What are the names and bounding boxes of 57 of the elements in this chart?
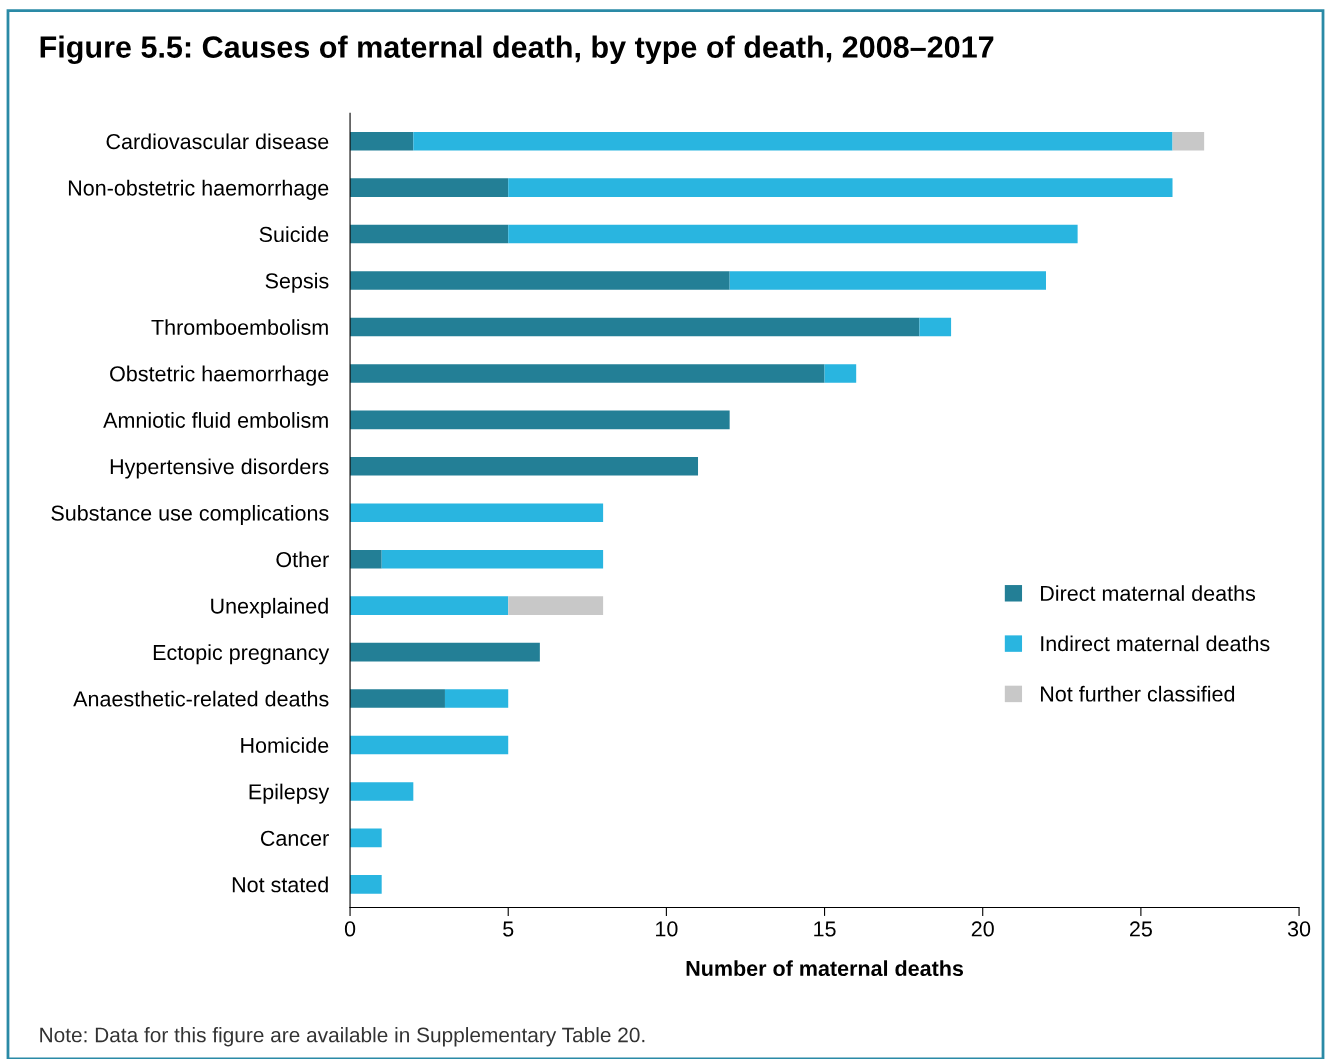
y-tick-label: Thromboembolism	[151, 319, 328, 335]
y-tick-label: Ectopic pregnancy	[153, 644, 330, 665]
bar	[350, 596, 509, 615]
bar	[350, 875, 382, 894]
bar	[350, 317, 920, 337]
y-tick-label: Unexplained	[211, 597, 328, 618]
chart-title: Figure 5.5: Causes of maternal death, by type of death, 2008–2017	[40, 35, 994, 65]
bar	[350, 271, 730, 290]
y-tick-label: Other	[276, 551, 329, 568]
x-tick-label: 25	[1130, 921, 1152, 937]
x-tick-label: 10	[656, 921, 678, 937]
bar	[919, 317, 952, 337]
bar	[350, 642, 540, 662]
bar	[413, 131, 1173, 151]
y-tick-label: Substance use complications	[51, 504, 329, 526]
bar	[508, 178, 1173, 197]
bar	[350, 131, 414, 151]
bar	[381, 549, 604, 569]
x-tick-label: 15	[814, 921, 836, 937]
legend-label: Indirect maternal deaths	[1041, 635, 1270, 652]
x-tick-label: 30	[1287, 921, 1311, 937]
y-tick-label: Cancer	[260, 830, 329, 846]
bar	[350, 782, 414, 801]
bar	[350, 735, 509, 755]
bar	[350, 457, 699, 476]
bar	[1172, 131, 1205, 151]
y-tick-label: Non-obstetric haemorrhage	[68, 179, 329, 200]
bar	[350, 549, 382, 569]
y-tick-label: Obstetric haemorrhage	[110, 365, 329, 386]
bar	[350, 503, 604, 523]
bar	[350, 224, 509, 244]
bar	[444, 689, 509, 708]
bar	[824, 364, 857, 383]
y-tick-label: Not stated	[232, 876, 328, 893]
bar	[350, 410, 730, 430]
y-tick-label: Cardiovascular disease	[106, 133, 329, 150]
x-tick-label: 5	[503, 921, 514, 937]
legend-label: Direct maternal deaths	[1041, 585, 1256, 601]
bar	[508, 596, 604, 615]
y-tick-label: Anaesthetic-related deaths	[73, 690, 329, 707]
y-tick-label: Amniotic fluid embolism	[103, 412, 328, 428]
text: Note: Data for this figure are available in Supplementary Table 20.	[40, 1027, 645, 1047]
y-tick-label: Hypertensive disorders	[110, 458, 329, 479]
bar	[729, 271, 1046, 290]
bar	[508, 224, 1078, 244]
legend-label: Not further classified	[1041, 685, 1235, 702]
bar	[350, 689, 445, 708]
y-tick-label: Suicide	[259, 226, 329, 243]
y-tick-label: Epilepsy	[249, 783, 330, 804]
bar	[350, 364, 825, 383]
bar	[350, 178, 509, 197]
y-tick-label: Homicide	[241, 737, 329, 754]
bar	[350, 828, 382, 848]
x-axis-title: Number of maternal deaths	[686, 960, 964, 977]
y-tick-label: Sepsis	[265, 272, 329, 293]
x-tick-label: 0	[344, 921, 356, 937]
x-tick-label: 20	[971, 921, 994, 937]
